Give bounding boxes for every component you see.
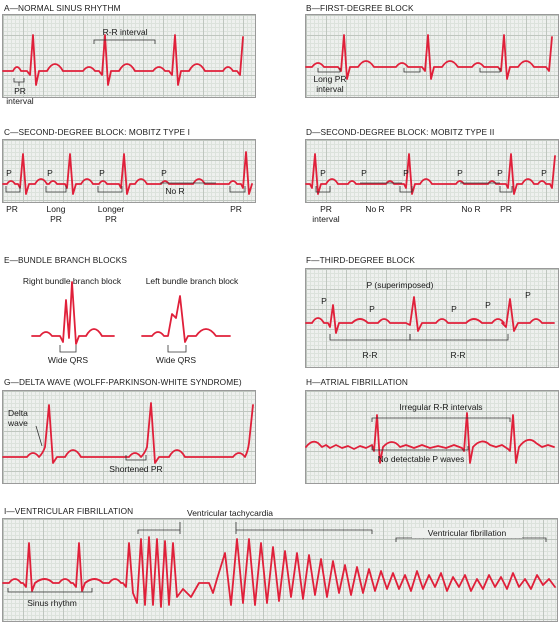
label-c-p4: P <box>161 168 167 178</box>
label-d-p4: P <box>457 168 463 178</box>
label-f-p4: P <box>485 300 491 310</box>
panel-g-title: G—DELTA WAVE (WOLFF-PARKINSON-WHITE SYND… <box>4 377 242 387</box>
label-ventricular-fibrillation: Ventricular fibrillation <box>412 528 522 538</box>
label-wide-qrs-right: Wide QRS <box>47 355 89 365</box>
label-shortened-pr: Shortened PR <box>109 464 163 474</box>
ecg-trace-c <box>2 151 253 195</box>
label-d-p3: P <box>403 168 409 178</box>
label-f-rr-1: R-R <box>362 350 378 360</box>
label-ventricular-tachycardia: Ventricular tachycardia <box>170 508 290 518</box>
label-sinus-rhythm: Sinus rhythm <box>27 598 77 608</box>
panel-a-strip <box>2 14 256 98</box>
panel-b-title: B—FIRST-DEGREE BLOCK <box>306 3 414 13</box>
label-d-p1: P <box>320 168 326 178</box>
label-d-pr-2: PR <box>500 204 512 214</box>
label-d-no-r-1: No R <box>365 204 385 214</box>
label-f-rr-2: R-R <box>450 350 466 360</box>
label-d-p5: P <box>497 168 503 178</box>
label-p-superimposed: P (superimposed) <box>366 280 434 290</box>
panel-c-strip <box>2 139 256 203</box>
label-right-bundle-branch-block: Right bundle branch block <box>22 276 122 286</box>
ecg-trace-d <box>305 153 556 195</box>
panel-a-title: A—NORMAL SINUS RHYTHM <box>4 3 121 13</box>
panel-h-title: H—ATRIAL FIBRILLATION <box>306 377 408 387</box>
label-delta-wave: Delta wave <box>8 408 28 428</box>
label-irregular-rr-intervals: Irregular R-R intervals <box>399 402 483 412</box>
ecg-trace-e-rbbb <box>31 281 115 345</box>
panel-f-title: F—THIRD-DEGREE BLOCK <box>306 255 415 265</box>
label-f-p1: P <box>321 296 327 306</box>
label-left-bundle-branch-block: Left bundle branch block <box>145 276 239 286</box>
ecg-trace-f <box>305 296 555 334</box>
panel-c-title: C—SECOND-DEGREE BLOCK: MOBITZ TYPE I <box>4 127 191 137</box>
panel-f-strip <box>305 268 559 368</box>
panel-h-strip <box>305 390 559 484</box>
label-c-p3: P <box>99 168 105 178</box>
label-c-pr: PR <box>6 204 18 214</box>
panel-d-title: D—SECOND-DEGREE BLOCK: MOBITZ TYPE II <box>306 127 495 137</box>
label-f-p5: P <box>525 290 531 300</box>
panel-e-title: E—BUNDLE BRANCH BLOCKS <box>4 255 127 265</box>
panel-d-strip <box>305 139 559 203</box>
label-c-p2: P <box>47 168 53 178</box>
label-c-longer-pr: Longer PR <box>97 204 125 224</box>
label-pr-interval: PR interval <box>6 86 34 106</box>
label-d-no-r-2: No R <box>461 204 481 214</box>
label-f-p2: P <box>369 304 375 314</box>
label-f-p3: P <box>451 304 457 314</box>
label-c-no-r: No R <box>165 186 185 196</box>
panel-i-title: I—VENTRICULAR FIBRILLATION <box>4 506 134 516</box>
label-c-p1: P <box>6 168 12 178</box>
ecg-trace-a <box>2 34 244 86</box>
label-c-pr-end: PR <box>230 204 242 214</box>
ecg-trace-b <box>305 34 553 80</box>
label-rr-interval: R-R interval <box>102 27 148 37</box>
label-d-pr-1: PR <box>400 204 412 214</box>
label-long-pr-interval: Long PR interval <box>313 74 347 94</box>
ecg-trace-i <box>2 536 556 608</box>
label-d-p2: P <box>361 168 367 178</box>
label-no-detectable-p-waves: No detectable P waves <box>377 454 465 464</box>
ecg-trace-e-lbbb <box>141 295 231 343</box>
panel-b-strip <box>305 14 559 98</box>
label-wide-qrs-left: Wide QRS <box>155 355 197 365</box>
panel-e-strip <box>2 268 256 368</box>
label-d-p6: P <box>541 168 547 178</box>
label-c-long-pr: Long PR <box>46 204 66 224</box>
label-d-pr-interval: PR interval <box>312 204 340 224</box>
